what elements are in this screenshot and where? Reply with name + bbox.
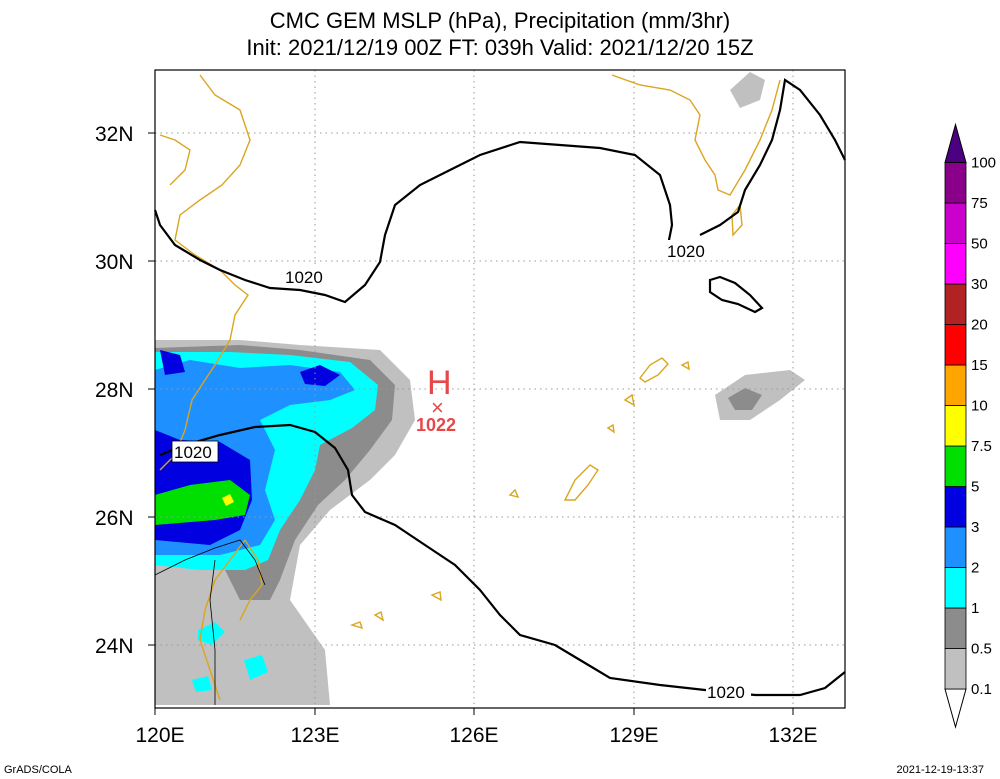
colorbar-swatch (944, 486, 967, 528)
high-symbol: H (427, 364, 452, 402)
kyushu-coast (611, 74, 781, 196)
lat-ticks (148, 132, 794, 715)
colorbar: 0.1 0.5 1 2 3 5 7.5 10 15 20 30 50 75 100 (944, 122, 996, 729)
colorbar-label: 75 (971, 195, 988, 212)
lat-label: 28N (95, 379, 134, 402)
lon-label: 129E (609, 724, 658, 747)
colorbar-swatch (944, 364, 967, 406)
colorbar-label: 0.5 (971, 641, 992, 658)
isobars (153, 78, 846, 697)
isobar-label: 1020 (707, 683, 745, 702)
precip-gray-dark-east (728, 388, 762, 410)
ryukyu-island4 (508, 488, 520, 499)
isobar-1020-north (153, 140, 674, 304)
isobar-label: 1020 (667, 242, 705, 261)
colorbar-label: 50 (971, 236, 988, 253)
isobar-label: 1020 (174, 443, 212, 462)
ryukyu-island1 (639, 357, 669, 383)
lon-label: 120E (135, 724, 184, 747)
colorbar-label: 30 (971, 276, 988, 293)
grid-lines (155, 70, 845, 708)
colorbar-label: 7.5 (971, 438, 992, 455)
colorbar-swatch (944, 526, 967, 568)
colorbar-label: 5 (971, 479, 979, 496)
isobar-label: 1020 (285, 268, 323, 287)
precip-cyan-spot3 (192, 676, 212, 692)
lat-label: 32N (95, 123, 134, 146)
colorbar-label: 0.1 (971, 681, 992, 698)
colorbar-swatch (944, 607, 967, 649)
precip-green (155, 480, 250, 525)
colorbar-swatch (944, 405, 967, 447)
precip-cyan-spot1 (198, 622, 225, 645)
chart-subtitle: Init: 2021/12/19 00Z FT: 039h Valid: 202… (246, 35, 754, 60)
high-pressure-value: 1022 (416, 415, 456, 435)
colorbar-swatch (944, 243, 967, 285)
precip-gray-light-ne (730, 72, 765, 108)
high-pressure-center: H × 1022 (416, 364, 456, 435)
china-coast-inner (159, 134, 191, 186)
colorbar-swatch (944, 324, 967, 366)
isobar-1020-kyushu (699, 78, 846, 236)
lat-label: 26N (95, 507, 134, 530)
lon-label: 132E (768, 724, 817, 747)
precip-cyan-spot2 (244, 655, 268, 680)
high-marker: × (431, 395, 444, 420)
lon-label: 126E (449, 724, 498, 747)
chart-title: CMC GEM MSLP (hPa), Precipitation (mm/3h… (269, 8, 731, 33)
footer-source: GrADS/COLA (4, 764, 72, 776)
ryukyu-island9 (680, 360, 690, 371)
colorbar-label: 2 (971, 560, 979, 577)
tanegashima (731, 203, 743, 237)
colorbar-swatch (944, 202, 967, 244)
ryukyu-island6 (349, 621, 364, 630)
colorbar-label: 20 (971, 317, 988, 334)
colorbar-swatch (944, 283, 967, 325)
precip-yellow (222, 494, 234, 506)
footer-timestamp: 2021-12-19-13:37 (896, 764, 984, 776)
colorbar-label: 100 (971, 155, 996, 172)
precip-blue-north (160, 350, 185, 375)
lat-label: 24N (95, 635, 134, 658)
colorbar-swatch (944, 567, 967, 609)
ryukyu-island3 (623, 393, 635, 407)
ryukyu-island2 (563, 464, 599, 501)
ryukyu-island8 (606, 423, 615, 434)
isobar-1020-south (159, 423, 846, 697)
precipitation-field (155, 72, 805, 705)
isobar-1020-closed (708, 275, 764, 314)
ryukyu-island7 (373, 610, 385, 622)
taiwan-coast (199, 539, 263, 701)
colorbar-over-triangle (944, 122, 967, 163)
colorbar-label: 3 (971, 519, 979, 536)
colorbar-swatch (944, 648, 967, 690)
ryukyu-island5 (430, 591, 442, 602)
colorbar-label: 15 (971, 357, 988, 374)
lon-label: 123E (290, 724, 339, 747)
colorbar-label: 1 (971, 600, 979, 617)
lat-axis: 32N 30N 28N 26N 24N (95, 123, 134, 658)
colorbar-swatch (944, 445, 967, 487)
lon-axis: 120E 123E 126E 129E 132E (135, 724, 817, 747)
colorbar-label: 10 (971, 398, 988, 415)
colorbar-under-triangle (944, 688, 967, 729)
borders (154, 539, 266, 705)
lat-label: 30N (95, 251, 134, 274)
colorbar-swatch (944, 162, 967, 204)
precip-blue-mid (300, 365, 340, 386)
